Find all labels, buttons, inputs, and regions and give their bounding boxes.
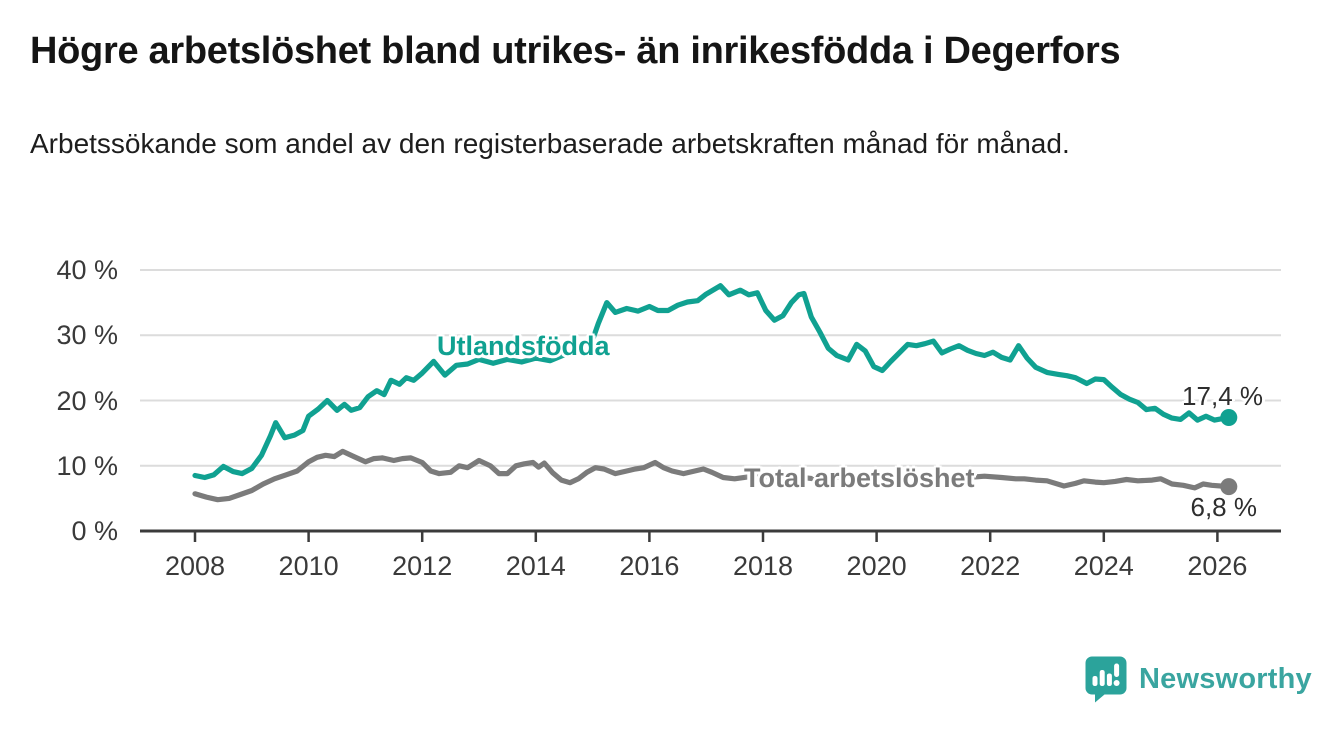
chart-subtitle: Arbetssökande som andel av den registerb… bbox=[30, 128, 1070, 159]
x-axis-label: 2012 bbox=[392, 551, 453, 581]
y-axis-label: 0 % bbox=[71, 516, 118, 546]
x-axis-label: 2010 bbox=[278, 551, 339, 581]
series-line-utlandsfodda bbox=[192, 283, 1232, 481]
x-axis-label: 2026 bbox=[1187, 551, 1248, 581]
series-label-total-arbetsloshet: Total arbetslöshet bbox=[744, 463, 975, 493]
end-value-total-arbetsloshet: 6,8 % bbox=[1190, 492, 1258, 522]
y-axis-label: 30 % bbox=[56, 320, 118, 351]
series-line-total-arbetsloshet bbox=[192, 448, 1232, 503]
newsworthy-wordmark: Newsworthy bbox=[1139, 663, 1312, 695]
series-end-dot-utlandsfodda bbox=[1220, 409, 1238, 426]
x-axis-label: 2022 bbox=[960, 551, 1021, 581]
newsworthy-speech-bubble-chart-icon bbox=[1085, 656, 1127, 703]
newsworthy-logo[interactable]: Newsworthy bbox=[1085, 656, 1312, 703]
x-axis-label: 2016 bbox=[619, 551, 680, 581]
x-axis-label: 2018 bbox=[732, 551, 794, 581]
page-title: Högre arbetslöshet bland utrikes- än inr… bbox=[30, 30, 1121, 72]
series-end-dot-total-arbetsloshet bbox=[1220, 478, 1238, 496]
end-value-utlandsfodda: 17,4 % bbox=[1182, 381, 1263, 411]
x-axis-label: 2024 bbox=[1073, 551, 1134, 581]
y-axis-label: 40 % bbox=[56, 255, 118, 285]
x-axis-label: 2014 bbox=[505, 551, 566, 581]
y-axis-label: 20 % bbox=[56, 385, 118, 416]
y-axis-label: 10 % bbox=[56, 450, 118, 481]
series-label-utlandsfodda: Utlandsfödda bbox=[437, 331, 610, 361]
x-axis-label: 2008 bbox=[164, 551, 226, 581]
x-axis-label: 2020 bbox=[846, 551, 907, 581]
